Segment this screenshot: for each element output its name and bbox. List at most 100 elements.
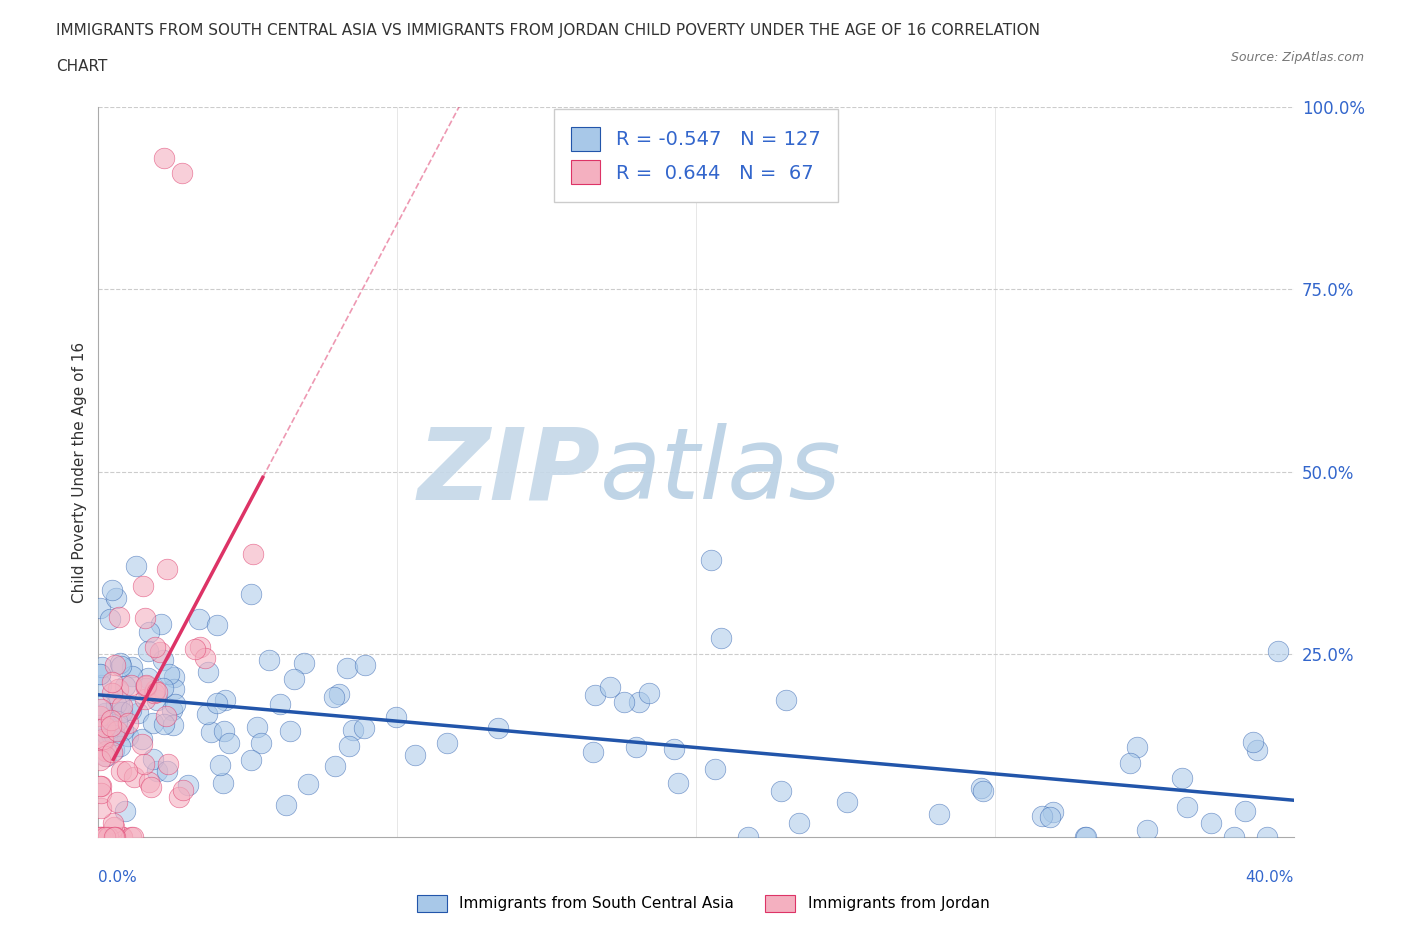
Point xyxy=(162,703,184,718)
Point xyxy=(101,675,124,690)
Point xyxy=(142,715,165,730)
Text: CHART: CHART xyxy=(56,59,108,73)
Point xyxy=(292,656,315,671)
Point xyxy=(436,736,458,751)
Point xyxy=(135,679,157,694)
Point xyxy=(117,728,139,743)
Point xyxy=(1246,743,1268,758)
Point xyxy=(1136,822,1159,837)
Text: IMMIGRANTS FROM SOUTH CENTRAL ASIA VS IMMIGRANTS FROM JORDAN CHILD POVERTY UNDER: IMMIGRANTS FROM SOUTH CENTRAL ASIA VS IM… xyxy=(56,23,1040,38)
Point xyxy=(90,778,112,793)
Point xyxy=(149,617,172,631)
Point xyxy=(115,764,138,778)
Point xyxy=(103,819,125,834)
Point xyxy=(90,678,112,693)
Point xyxy=(103,830,125,844)
Legend: R = -0.547   N = 127, R =  0.644   N =  67: R = -0.547 N = 127, R = 0.644 N = 67 xyxy=(554,110,838,202)
Text: 40.0%: 40.0% xyxy=(1246,870,1294,884)
Point xyxy=(110,705,132,720)
Point xyxy=(835,794,858,809)
Point xyxy=(172,166,194,180)
Point xyxy=(104,697,127,711)
Point xyxy=(121,830,143,844)
Point xyxy=(257,653,280,668)
Point xyxy=(353,658,375,672)
Point xyxy=(91,830,114,844)
Point xyxy=(146,693,169,708)
Point xyxy=(110,658,132,673)
Point xyxy=(148,644,170,659)
Point xyxy=(194,651,217,666)
Point xyxy=(90,701,112,716)
Point xyxy=(132,578,155,593)
Point xyxy=(89,752,111,767)
Point xyxy=(1039,809,1062,824)
Point xyxy=(1074,830,1097,844)
Point xyxy=(242,546,264,561)
Point xyxy=(156,764,179,778)
Point xyxy=(91,660,114,675)
Point xyxy=(249,736,271,751)
Point xyxy=(89,601,111,616)
Point xyxy=(162,718,184,733)
Point xyxy=(208,758,231,773)
Point xyxy=(1177,800,1199,815)
Point xyxy=(1125,740,1147,755)
Point xyxy=(91,731,114,746)
Point xyxy=(274,798,297,813)
Point xyxy=(163,670,186,684)
Point xyxy=(108,610,131,625)
Point xyxy=(269,697,291,711)
Point xyxy=(1241,734,1264,749)
Point xyxy=(97,830,120,844)
Point xyxy=(120,677,142,692)
Point xyxy=(710,631,733,645)
Point xyxy=(205,696,228,711)
Point xyxy=(90,801,112,816)
Point xyxy=(737,830,759,844)
Point xyxy=(90,786,112,801)
Point xyxy=(323,690,346,705)
Point xyxy=(970,781,993,796)
Point xyxy=(703,762,725,777)
Point xyxy=(141,751,163,766)
Point xyxy=(127,706,149,721)
Point xyxy=(90,732,112,747)
Point xyxy=(205,618,228,632)
Text: 0.0%: 0.0% xyxy=(98,870,138,884)
Point xyxy=(353,720,375,735)
Point xyxy=(323,758,346,773)
Point xyxy=(770,783,793,798)
Point xyxy=(89,709,111,724)
Point xyxy=(89,698,111,712)
Point xyxy=(112,723,135,737)
Point xyxy=(124,770,146,785)
Point xyxy=(107,682,129,697)
Point xyxy=(1201,816,1223,830)
Point xyxy=(101,745,124,760)
Point xyxy=(94,749,117,764)
Point xyxy=(775,693,797,708)
Point xyxy=(103,816,125,830)
Point xyxy=(627,695,650,710)
Point xyxy=(108,693,131,708)
Point xyxy=(335,661,357,676)
Point xyxy=(385,710,408,724)
Point xyxy=(214,693,236,708)
Point xyxy=(342,723,364,737)
Point xyxy=(103,727,125,742)
Point xyxy=(700,552,723,567)
Point xyxy=(787,816,810,830)
Point xyxy=(972,784,994,799)
Point xyxy=(163,682,186,697)
Point xyxy=(143,685,166,700)
Point xyxy=(135,678,157,693)
Point xyxy=(212,776,235,790)
Point xyxy=(583,687,606,702)
Point xyxy=(146,684,169,699)
Point xyxy=(136,644,159,658)
Point xyxy=(297,777,319,791)
Point xyxy=(152,652,174,667)
Point xyxy=(637,685,659,700)
Point xyxy=(94,830,117,844)
